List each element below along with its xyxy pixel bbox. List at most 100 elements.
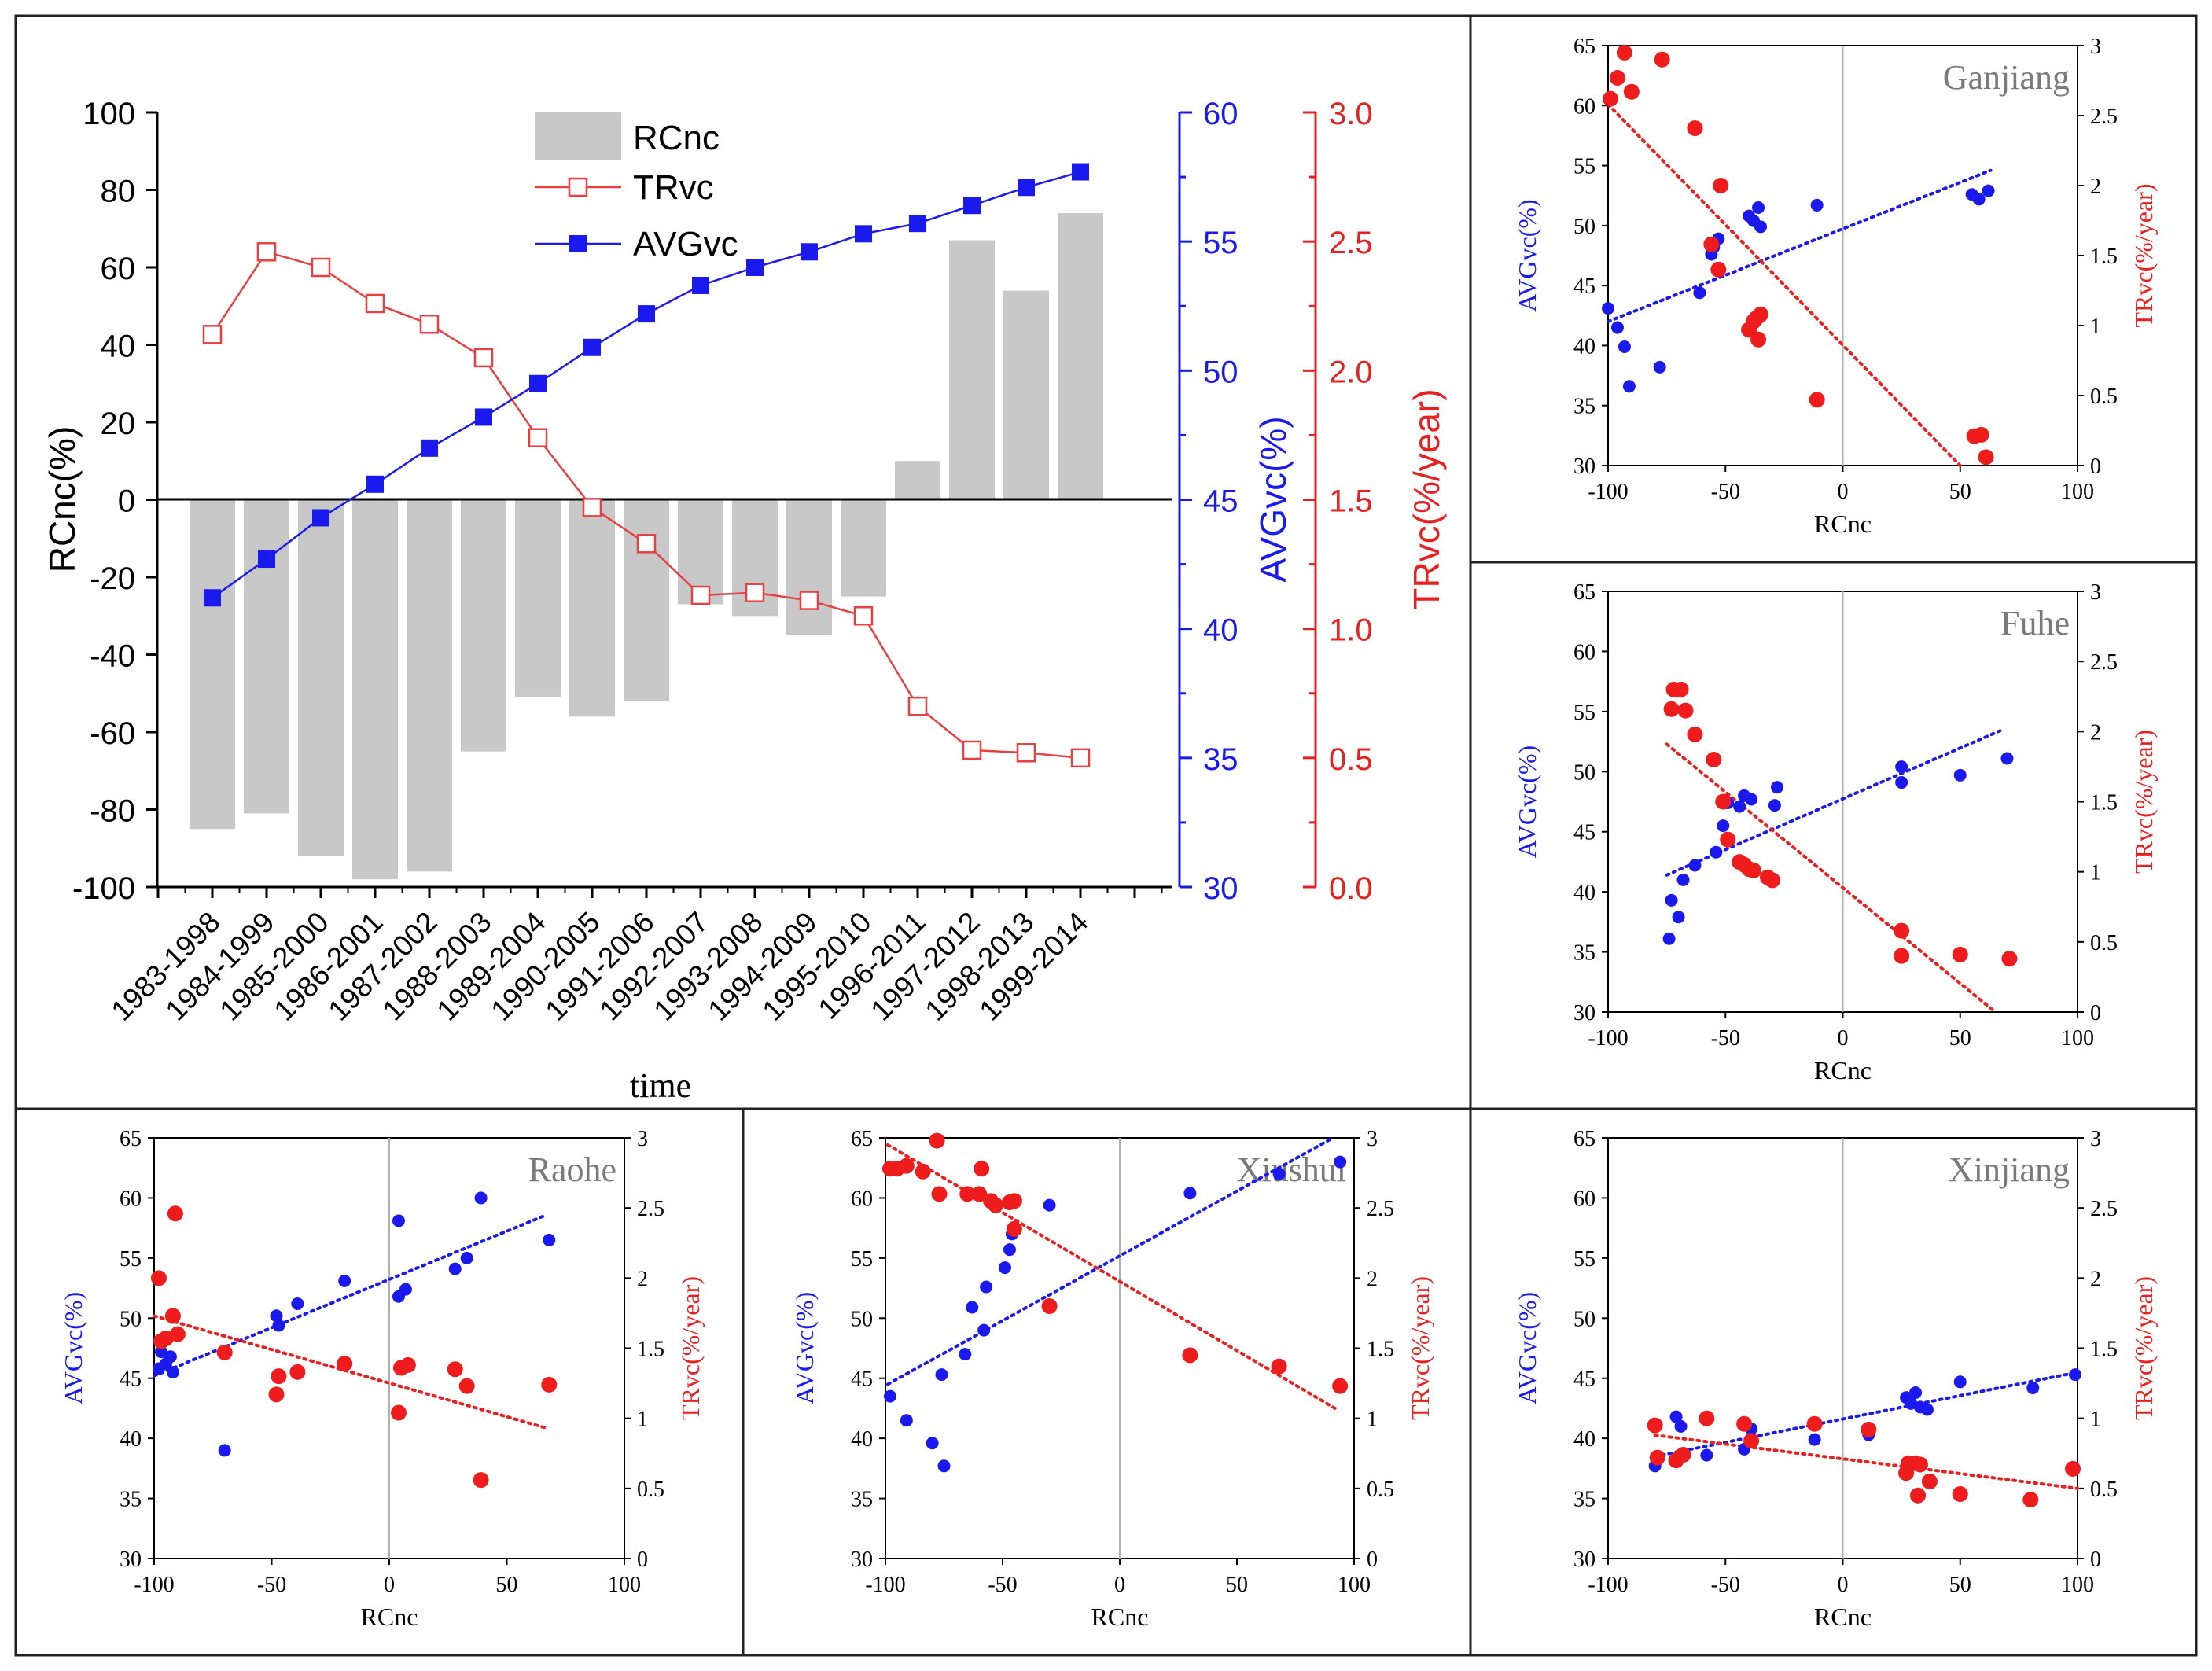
legend-rcnc-swatch: [535, 112, 621, 160]
panel-right-tick-label: 0.5: [2090, 1478, 2118, 1502]
trvc-point: [1649, 1449, 1665, 1466]
trvc-point: [1861, 1421, 1877, 1437]
trvc-point: [1743, 1433, 1760, 1449]
panel-right-tick-label: 1: [2090, 861, 2101, 885]
trvc-point: [959, 1186, 976, 1202]
trvc-point: [528, 428, 548, 447]
legend-rcnc-label: RCnc: [633, 119, 720, 157]
left-tick-label: -20: [90, 561, 135, 596]
panel-left-tick-label: 30: [1573, 1548, 1596, 1572]
panel-right-tick-label: 0: [637, 1548, 648, 1572]
trvc-point: [458, 1378, 475, 1394]
legend-trvc-label: TRvc: [633, 168, 714, 207]
panel-left-tick-label: 65: [851, 1127, 873, 1151]
panel-left-tick-label: 60: [1573, 1187, 1596, 1211]
panel-right-tick-label: 2.5: [2090, 650, 2118, 675]
avgvc-point: [1909, 1386, 1923, 1400]
left-tick-label: 40: [101, 329, 136, 364]
panel-ylabel-right: TRvc(%/year): [2129, 1276, 2158, 1420]
figure-frame: [14, 14, 2198, 1657]
trvc-point: [1623, 83, 1640, 100]
trvc-point: [799, 591, 819, 610]
trvc-point: [1921, 1473, 1938, 1489]
trvc-point: [1952, 1485, 1968, 1502]
panel-right-tick-label: 1.5: [637, 1338, 664, 1362]
panel-right-tick-label: 0: [2090, 1001, 2101, 1025]
bar-1986-2001: [352, 499, 398, 880]
panel-left-tick-label: 65: [1573, 35, 1596, 59]
bar-1990-2005: [569, 499, 615, 717]
panel-left-tick-label: 60: [851, 1187, 873, 1211]
mid-tick-label: 50: [1203, 355, 1238, 389]
trvc-trendline: [153, 1314, 549, 1430]
avgvc-point: [2000, 752, 2014, 765]
panel-ylabel-right: TRvc(%/year): [1406, 1276, 1434, 1420]
trvc-point: [636, 534, 657, 554]
main-ylabel-right: TRvc(%/year): [1406, 388, 1447, 609]
trvc-point: [1016, 743, 1036, 763]
trvc-point: [853, 606, 874, 626]
trvc-point: [1746, 862, 1762, 878]
trvc-point: [1602, 90, 1618, 107]
right-tick-label: 1.5: [1329, 484, 1373, 519]
panel-left-tick-label: 35: [1573, 395, 1596, 419]
panel-x-tick-label: 0: [1838, 480, 1849, 504]
panel-left-tick-label: 45: [1573, 1367, 1596, 1392]
panel-ylabel-right: TRvc(%/year): [2129, 730, 2158, 874]
trvc-trendline: [1665, 742, 1997, 1014]
right-tick-label: 1.0: [1329, 613, 1373, 648]
avgvc-point: [1700, 1448, 1713, 1462]
panel-xiushui: 65 60 55 50 45 40 35 30 3 2.5 2 1.5 1 0.5 0 -100 -50 0 50 1…: [790, 1127, 1434, 1631]
panel-left-tick-label: 50: [1573, 215, 1596, 239]
trvc-point: [1673, 681, 1689, 697]
panel-x-tick-label: 100: [1338, 1573, 1371, 1597]
trvc-point: [1806, 1415, 1823, 1432]
trvc-point: [541, 1376, 558, 1393]
avgvc-point: [164, 1350, 177, 1364]
avgvc-point: [1072, 163, 1089, 181]
trvc-point: [907, 696, 928, 716]
avgvc-trendline: [1653, 1371, 2079, 1459]
avgvc-point: [937, 1459, 951, 1473]
bar-1998-2013: [1003, 290, 1049, 500]
trvc-point: [1041, 1298, 1058, 1314]
bar-1991-2006: [624, 499, 669, 701]
trvc-point: [216, 1344, 233, 1360]
trvc-point: [311, 257, 331, 278]
panel-left-tick-label: 50: [851, 1307, 873, 1331]
panel-left-tick-label: 50: [1573, 760, 1596, 785]
avgvc-point: [166, 1366, 179, 1379]
panel-right-tick-label: 2.5: [637, 1197, 664, 1221]
avgvc-point: [460, 1251, 473, 1264]
panel-x-tick-label: -100: [865, 1573, 905, 1597]
avgvc-point: [1622, 380, 1636, 393]
panel-ylabel-left: AVGvc(%): [59, 1292, 87, 1404]
legend: RCnc TRvc AVGvc: [535, 112, 738, 263]
trvc-point: [169, 1326, 186, 1342]
avgvc-point: [1674, 1419, 1688, 1433]
trvc-point: [1753, 306, 1769, 322]
avgvc-point: [421, 439, 438, 457]
main-ylabel-mid: AVGvc(%): [1253, 416, 1294, 582]
panel-x-tick-label: 0: [384, 1573, 395, 1597]
bar-1996-2011: [895, 461, 940, 500]
panel-left-tick-label: 30: [1573, 455, 1596, 479]
panel-left-tick-label: 35: [1573, 941, 1596, 966]
avgvc-point: [977, 1323, 991, 1337]
trvc-point: [931, 1186, 948, 1202]
trvc-point: [1706, 752, 1722, 767]
panel-left-tick-label: 60: [1573, 640, 1596, 664]
avgvc-point: [1953, 768, 1967, 782]
panel-right-tick-label: 1.5: [1367, 1338, 1394, 1362]
trvc-point: [399, 1356, 416, 1373]
panel-left-tick-label: 55: [1573, 1247, 1596, 1272]
panel-left-tick-label: 65: [1573, 1127, 1596, 1151]
panel-left-tick-label: 55: [1573, 155, 1596, 179]
main-chart: 100 80 60 40 20 0 -20 -40 -60 -80 -100 60 55 50 45 40 3…: [42, 97, 1447, 1105]
bar-1994-2009: [786, 499, 832, 635]
avgvc-point: [963, 197, 981, 215]
trvc-point: [1973, 426, 1989, 443]
avgvc-point: [1676, 873, 1690, 886]
legend-avgvc-marker: [569, 235, 587, 252]
